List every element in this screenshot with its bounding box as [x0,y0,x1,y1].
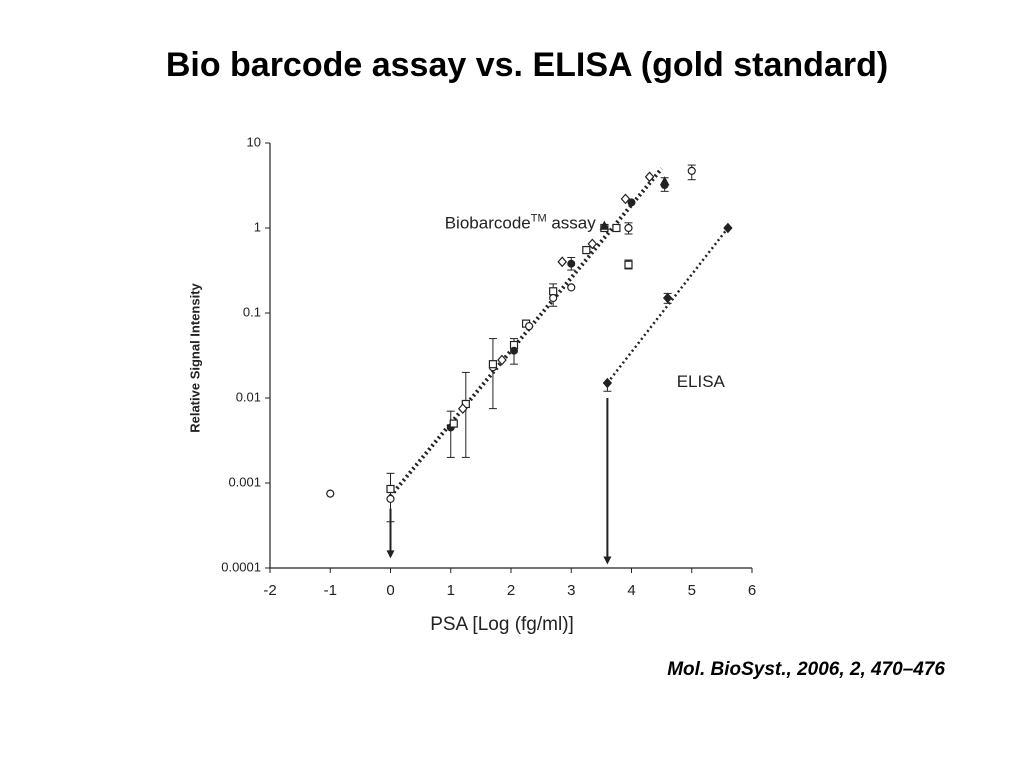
error-bar [488,338,497,410]
data-point [524,322,534,331]
data-point [549,293,558,303]
citation: Mol. BioSyst., 2006, 2, 470–476 [667,659,945,680]
data-point [497,354,507,366]
y-tick-label: 0.001 [228,474,261,489]
data-point [386,494,395,504]
y-tick-label: 0.01 [236,389,261,404]
fit-line [388,167,664,498]
y-tick-label: 10 [247,134,261,149]
data-point [662,292,673,304]
series-label: BiobarcodeTM assay [445,212,597,233]
data-point [602,377,613,389]
series-label-sup: TM [531,212,547,224]
x-tick-label: 5 [688,582,696,599]
data-point [659,176,670,186]
data-point [488,360,498,369]
x-tick-label: -2 [263,582,276,599]
data-point [567,259,576,268]
data-point [723,222,733,234]
series-label-rest: assay [547,214,597,233]
x-axis-label: PSA [Log (fg/ml)] [430,614,574,635]
data-point [449,419,458,428]
data-point [599,220,610,230]
data-point [557,256,568,268]
y-tick-label: 0.1 [243,304,261,319]
x-tick-label: 6 [748,582,756,599]
x-tick-label: 1 [447,582,455,599]
series-label: ELISA [677,373,726,392]
x-tick-label: 4 [627,582,635,599]
series-label-name: Biobarcode [445,214,531,233]
data-point [612,223,621,233]
data-point [627,198,636,207]
x-tick-label: 0 [386,582,394,599]
data-point [386,484,395,494]
arrow-head [386,550,395,559]
y-tick-label: 1 [254,219,261,234]
error-bar [446,410,455,458]
data-point [567,283,576,292]
error-bar [461,371,470,458]
fit-line [606,227,729,384]
x-tick-label: -1 [324,582,337,599]
slide-title: Bio barcode assay vs. ELISA (gold standa… [166,46,888,84]
data-point [326,489,335,498]
arrow-head [603,556,612,565]
data-point [620,193,631,205]
data-point [587,238,598,250]
y-tick-label: 0.0001 [221,559,261,574]
data-point [549,287,558,296]
series-label-name: ELISA [677,373,726,392]
y-axis-label: Relative Signal Intensity [187,282,202,432]
data-point [687,166,696,175]
data-point [582,245,591,255]
data-point [624,260,633,269]
x-tick-label: 3 [567,582,575,599]
data-point [457,403,468,415]
data-point [644,171,655,183]
data-point [624,223,633,233]
data-point [510,346,519,355]
x-tick-label: 2 [507,582,515,599]
